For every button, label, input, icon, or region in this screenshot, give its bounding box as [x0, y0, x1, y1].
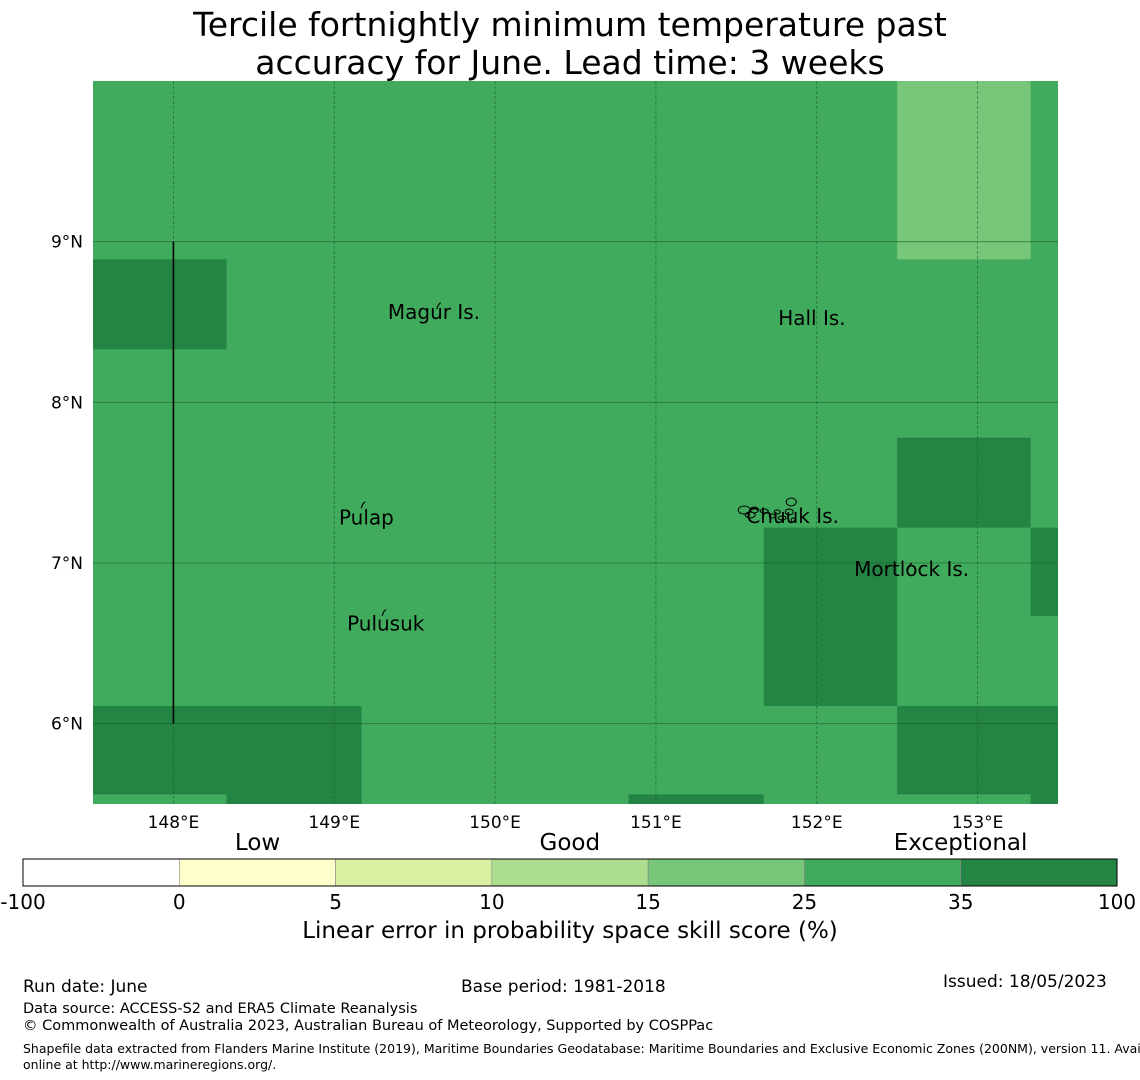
colorbar-bin [647, 858, 805, 887]
chart-title: Tercile fortnightly minimum temperature … [0, 6, 1140, 82]
skill-cell [897, 437, 1031, 528]
island-outline [907, 562, 913, 570]
lat-tick-label: 7°N [51, 554, 83, 574]
colorbar-bin [491, 858, 649, 887]
colorbar-bin [804, 858, 962, 887]
colorbar-category-label: Good [539, 830, 601, 856]
skill-cell [763, 527, 898, 706]
lat-tick-label: 6°N [51, 715, 83, 735]
base-period: Base period: 1981-2018 [461, 977, 666, 997]
chuuk-island-outline [777, 515, 787, 521]
lat-tick-label: 9°N [51, 233, 83, 253]
chuuk-island-outline [784, 508, 794, 516]
colorbar-tick-label: 5 [329, 890, 342, 914]
skill-cell [93, 705, 362, 795]
place-label: Pulusuk [347, 611, 425, 635]
colorbar-label: Linear error in probability space skill … [302, 918, 838, 944]
colorbar-tick-label: 15 [635, 890, 661, 914]
place-label: Chuuk Is. [746, 504, 839, 528]
skill-cell [628, 794, 764, 804]
shapefile-credit-line-2: online at http://www.marineregions.org/. [23, 1057, 277, 1072]
chuuk-island-outline [790, 517, 796, 523]
chuuk-island-outline [749, 506, 759, 514]
lon-tick-label: 149°E [308, 813, 360, 830]
title-line-2: accuracy for June. Lead time: 3 weeks [255, 43, 885, 82]
chuuk-island-outline [759, 508, 769, 514]
chuuk-island-outline [744, 511, 756, 519]
colorbar-tick-label: 0 [172, 890, 186, 914]
run-date: Run date: June [23, 977, 148, 997]
skill-cell [1030, 794, 1058, 804]
shapefile-credit: Shapefile data extracted from Flanders M… [23, 1041, 1140, 1073]
lon-tick-label: 153°E [952, 813, 1004, 830]
chuuk-island-outline [785, 497, 797, 507]
chuuk-island-outline [773, 509, 781, 515]
place-label: Magur Is. [388, 300, 480, 324]
chuuk-island-outline [768, 513, 776, 519]
colorbar-tick-label: -100 [0, 890, 46, 914]
colorbar-category-label: Exceptional [893, 830, 1028, 856]
colorbar-bin [335, 858, 493, 887]
skill-cell [93, 259, 227, 350]
colorbar-bin [22, 858, 180, 887]
colorbar-tick-label: 10 [479, 890, 505, 914]
island-outline [436, 302, 441, 310]
colorbar-tick-label: 25 [791, 890, 818, 914]
copyright: © Commonwealth of Australia 2023, Austra… [23, 1018, 714, 1034]
issued-date: Issued: 18/05/2023 [943, 972, 1107, 992]
colorbar-frame [22, 858, 1118, 887]
skill-map: 148°E 149°E 150°E 151°E 152°E 153°E 9°N 8°N 7°N 6… [51, 81, 1058, 830]
skill-cell [897, 705, 1058, 795]
island-outline [360, 501, 366, 509]
colorbar-bin [960, 858, 1118, 887]
data-source: Data source: ACCESS-S2 and ERA5 Climate … [23, 1001, 418, 1017]
colorbar-bin [178, 858, 336, 887]
lon-tick-label: 148°E [148, 813, 200, 830]
skill-cell [897, 81, 1031, 260]
place-label: Hall Is. [778, 306, 845, 330]
colorbar-category-label: Low [234, 830, 281, 856]
lon-tick-label: 151°E [630, 813, 682, 830]
title-line-1: Tercile fortnightly minimum temperature … [193, 5, 947, 44]
shapefile-credit-line-1: Shapefile data extracted from Flanders M… [23, 1041, 1140, 1056]
lon-tick-label: 150°E [469, 813, 521, 830]
lat-tick-label: 8°N [51, 393, 83, 413]
place-label: Mortlock Is. [854, 557, 969, 581]
skill-cell [226, 794, 362, 804]
skill-cell [1030, 527, 1058, 617]
place-label: Pulap [339, 505, 394, 529]
colorbar-tick-label: 100 [1097, 890, 1137, 914]
lon-tick-label: 152°E [791, 813, 843, 830]
colorbar [22, 858, 1118, 887]
colorbar-tick-label: 35 [947, 890, 974, 914]
island-outline [381, 609, 387, 616]
